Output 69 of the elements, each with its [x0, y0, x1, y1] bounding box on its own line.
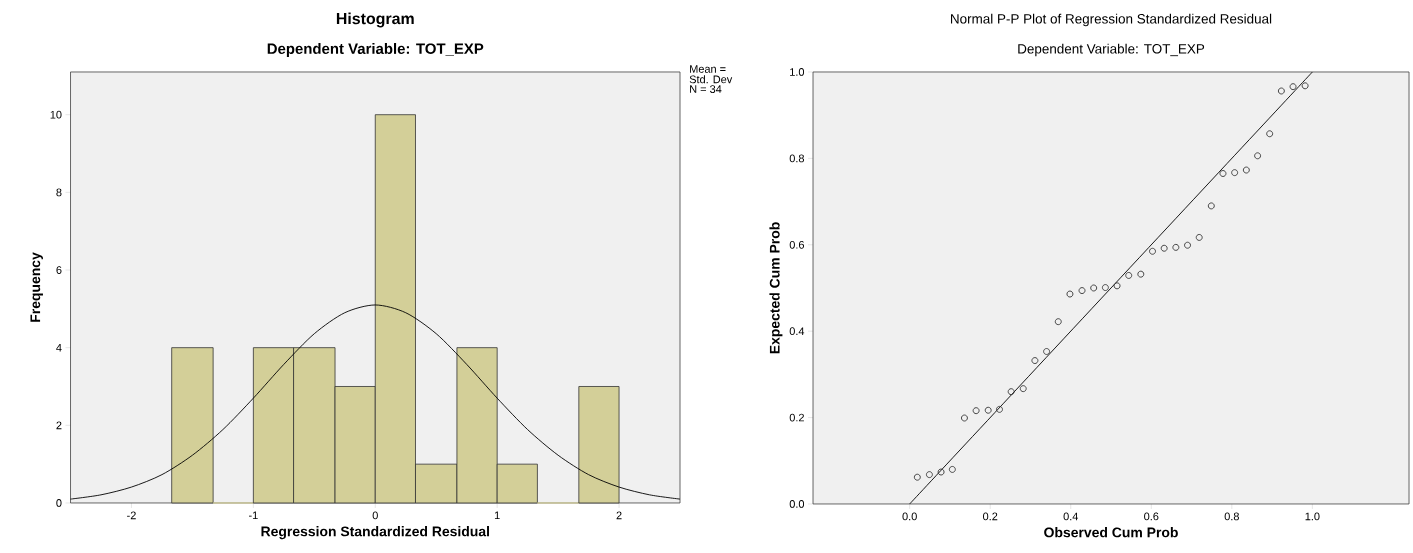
point — [984, 406, 992, 414]
point — [948, 465, 956, 473]
x-tick-label: 0 — [372, 511, 378, 520]
point — [972, 407, 980, 415]
line-series — [70, 304, 681, 500]
point — [1160, 244, 1168, 252]
point — [1043, 348, 1051, 355]
chart-subtitle: Dependent Variable: TOT_EXP — [1018, 43, 1205, 57]
x-tick-label: -2 — [127, 511, 136, 520]
x-tick-label: 0.0 — [902, 512, 917, 521]
x-tick-label: 0.4 — [1063, 512, 1079, 521]
y-tick-label: 0.8 — [789, 154, 805, 163]
x-tick-label: 0.6 — [1144, 512, 1159, 521]
point — [1031, 357, 1039, 364]
y-tick-label: 10 — [50, 110, 62, 119]
point — [1066, 290, 1074, 298]
y-axis-title: Expected Cum Prob — [769, 222, 783, 354]
point — [1219, 170, 1227, 177]
y-tick-label: 2 — [56, 421, 62, 430]
x-tick-label: 1 — [494, 511, 500, 520]
point — [1007, 388, 1015, 396]
point — [1242, 166, 1250, 174]
y-tick-label: 4 — [56, 343, 62, 352]
point — [1266, 130, 1274, 138]
point — [1149, 247, 1156, 255]
y-tick-label: 0.4 — [789, 327, 805, 336]
y-tick-label: 0.0 — [789, 500, 805, 508]
x-tick-label: 2 — [616, 511, 622, 520]
point — [1172, 243, 1180, 251]
point — [1090, 284, 1098, 292]
text: Std. Dev — [689, 75, 733, 84]
point — [1254, 152, 1262, 160]
point — [1019, 385, 1027, 393]
point — [1231, 169, 1239, 177]
x-tick-label: -1 — [248, 511, 258, 520]
point — [1277, 87, 1285, 95]
y-tick-label: 0.2 — [789, 413, 804, 422]
point — [925, 471, 933, 479]
x-tick-label: 0.2 — [983, 512, 998, 521]
chart-title: Normal P-P Plot of Regression Standardized Residual — [951, 13, 1272, 27]
point — [1078, 287, 1086, 295]
y-axis-title: Frequency — [30, 252, 43, 322]
point — [1137, 270, 1145, 278]
point — [996, 405, 1003, 413]
x-tick-label: 0.8 — [1224, 512, 1239, 521]
x-tick-label: 1.0 — [1305, 512, 1320, 521]
chart-subtitle: Dependent Variable: TOT_EXP — [267, 43, 484, 57]
chart-title: Histogram — [336, 12, 414, 28]
point — [1113, 282, 1121, 290]
point — [1195, 234, 1203, 241]
point — [1101, 284, 1109, 291]
text: Mean = — [690, 65, 726, 73]
point — [1301, 82, 1309, 90]
point — [1054, 318, 1062, 326]
y-tick-label: 0.6 — [789, 240, 805, 249]
point — [1289, 83, 1297, 91]
y-tick-label: 0 — [56, 499, 62, 507]
point — [1207, 202, 1215, 210]
x-axis-title: Observed Cum Prob — [1044, 527, 1178, 538]
text: N = 34 — [690, 85, 722, 93]
point — [937, 468, 945, 476]
x-axis-title: Regression Standardized Residual — [261, 526, 489, 540]
point — [913, 473, 921, 481]
point — [960, 414, 968, 422]
point — [1125, 272, 1133, 279]
y-tick-label: 1.0 — [790, 68, 805, 76]
point — [1184, 241, 1191, 249]
y-tick-label: 8 — [56, 188, 62, 197]
y-tick-label: 6 — [56, 266, 62, 274]
